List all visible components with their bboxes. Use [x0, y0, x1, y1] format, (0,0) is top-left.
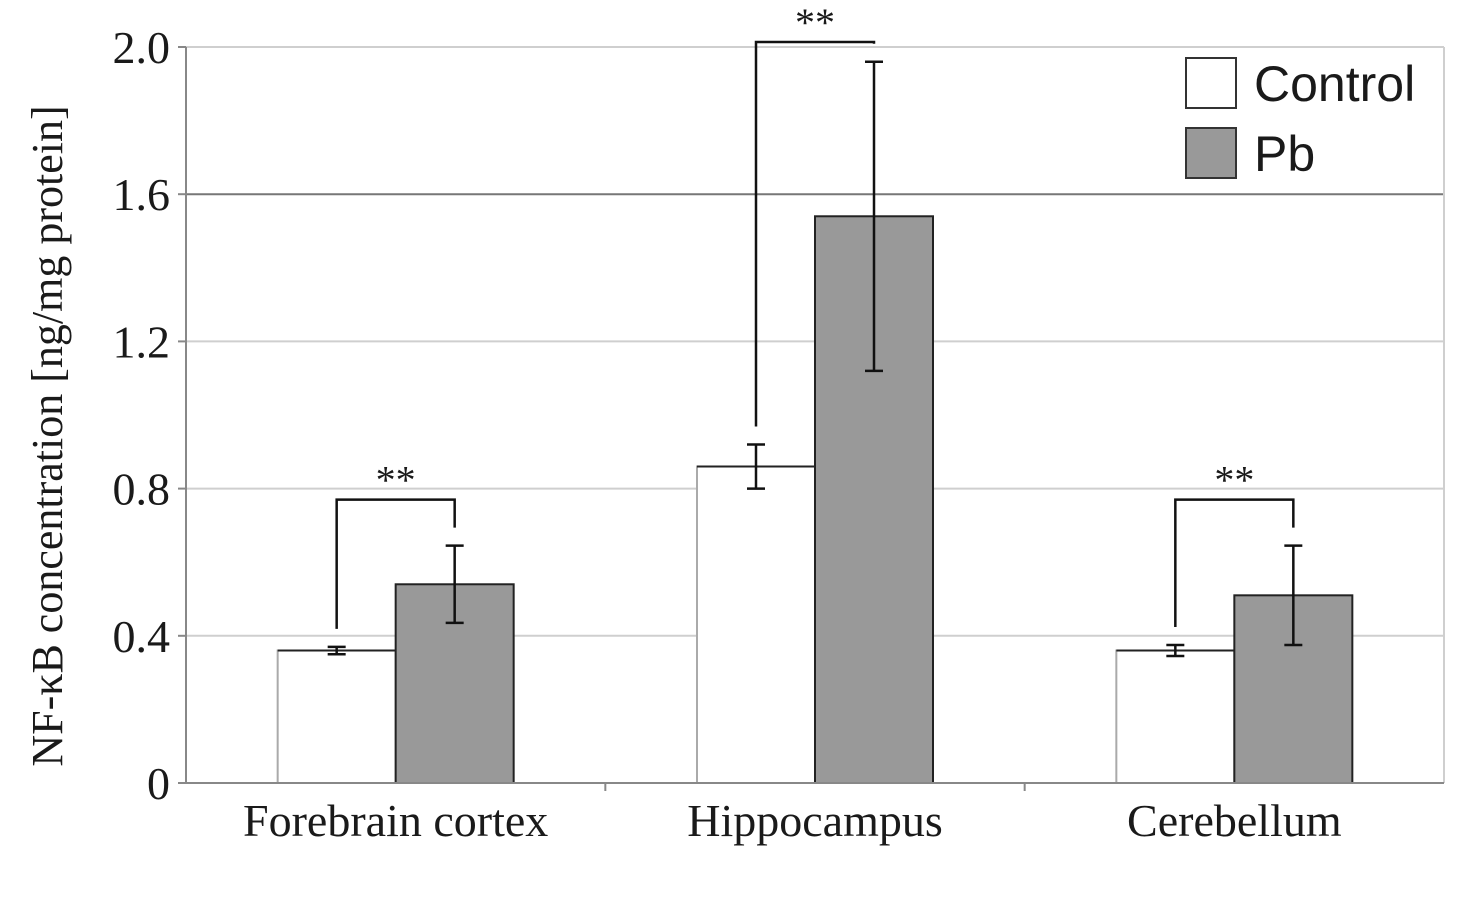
bar-control: [1115, 649, 1236, 785]
category-label: Forebrain cortex: [243, 795, 548, 846]
y-tick-label: 0: [147, 758, 170, 809]
category-label: Hippocampus: [687, 795, 943, 846]
bar-control: [276, 649, 397, 785]
legend-label-control: Control: [1254, 56, 1415, 112]
significance-label: **: [795, 0, 835, 45]
bar-control: [696, 465, 816, 784]
significance-label: **: [1214, 458, 1254, 503]
significance-bracket: [754, 40, 876, 427]
y-tick-label: 0.4: [113, 611, 171, 662]
significance-bracket: [335, 498, 456, 629]
y-tick-label: 0.8: [113, 464, 171, 515]
legend-swatch-pb: [1185, 127, 1237, 179]
y-tick-label: 1.2: [113, 316, 171, 367]
axes: [178, 46, 1445, 791]
category-label: Cerebellum: [1127, 795, 1342, 846]
y-tick-label: 1.6: [113, 169, 171, 220]
legend: Control Pb: [1185, 56, 1415, 182]
y-tick-labels: 0 0.4 0.8 1.2 1.6 2.0: [113, 22, 171, 809]
category-labels: Forebrain cortex Hippocampus Cerebellum: [243, 795, 1342, 846]
significance-brackets: ** ** **: [335, 0, 1295, 629]
bars: [276, 215, 1354, 785]
y-tick-label: 2.0: [113, 22, 171, 73]
legend-label-pb: Pb: [1254, 126, 1315, 182]
significance-label: **: [376, 458, 416, 503]
y-axis-title: NF-κB concentration [ng/mg protein]: [23, 105, 72, 766]
legend-swatch-control: [1185, 57, 1237, 109]
error-bars: [327, 60, 1303, 658]
significance-bracket: [1174, 498, 1295, 627]
